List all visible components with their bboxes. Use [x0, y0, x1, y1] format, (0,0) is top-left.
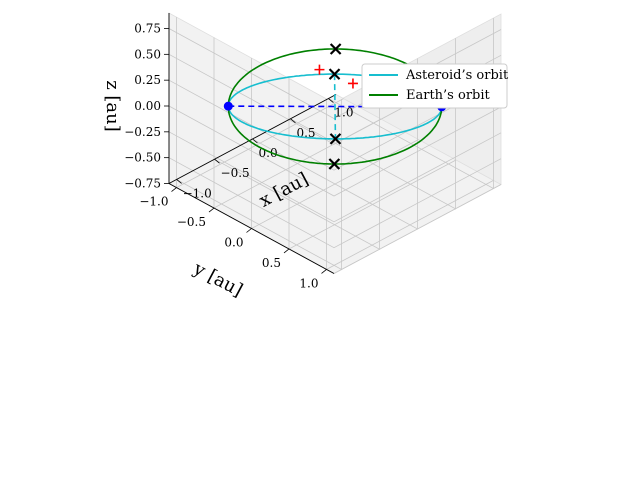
grid-line-z	[168, 28, 502, 119]
node-marker	[223, 101, 233, 111]
y-tick-label: 0.0	[224, 236, 243, 250]
x-tick-label: −0.5	[221, 166, 250, 180]
legend: Asteroid’s orbit Earth’s orbit	[361, 63, 509, 109]
y-tick-mark	[283, 248, 290, 254]
x-marker	[328, 158, 341, 170]
z-tick-label: −0.25	[124, 125, 161, 139]
y-tick-label: −0.5	[177, 215, 206, 229]
plus-marker	[314, 64, 325, 75]
plus-marker	[347, 78, 358, 89]
grid-line-z	[168, 79, 502, 171]
x-tick-mark	[328, 98, 334, 103]
grid-line-z	[168, 157, 502, 249]
y-tick-mark	[321, 269, 327, 274]
x-tick-label: −1.0	[183, 186, 212, 200]
node-line	[228, 105, 442, 108]
z-tick-label: 0.00	[134, 99, 161, 113]
legend-label-earth: Earth’s orbit	[406, 88, 491, 103]
z-tick-label: −0.75	[124, 177, 161, 191]
axis-ticks: −1.0−0.50.00.51.0−1.0−0.50.00.51.0−0.75−…	[124, 22, 353, 291]
y-tick-label: 1.0	[299, 276, 318, 290]
grid-line-z	[168, 105, 502, 197]
z-tick-label: 0.75	[134, 22, 161, 36]
z-axis-label: z [au]	[102, 80, 123, 132]
apsidal-line	[333, 74, 337, 139]
y-tick-mark	[171, 187, 177, 192]
legend-label-asteroid: Asteroid’s orbit	[405, 68, 509, 83]
z-tick-label: 0.50	[134, 47, 161, 61]
x-tick-mark	[176, 179, 182, 184]
x-tick-label: 1.0	[334, 106, 353, 120]
y-tick-mark	[246, 228, 252, 233]
x-tick-mark	[290, 118, 296, 124]
y-tick-label: 0.5	[262, 256, 281, 270]
z-tick-label: 0.25	[134, 73, 161, 87]
y-axis-label: y [au]	[189, 258, 246, 302]
x-marker	[329, 43, 342, 55]
grid-line-z	[168, 131, 502, 223]
legend-box	[361, 63, 508, 109]
earth-orbit-line	[227, 48, 443, 165]
x-tick-mark	[214, 158, 220, 164]
y-tick-mark	[208, 207, 215, 213]
y-tick-label: −1.0	[139, 195, 168, 209]
x-tick-mark	[252, 138, 258, 144]
x-marker	[329, 133, 342, 145]
z-tick-label: −0.50	[124, 151, 161, 165]
x-marker	[328, 68, 341, 80]
